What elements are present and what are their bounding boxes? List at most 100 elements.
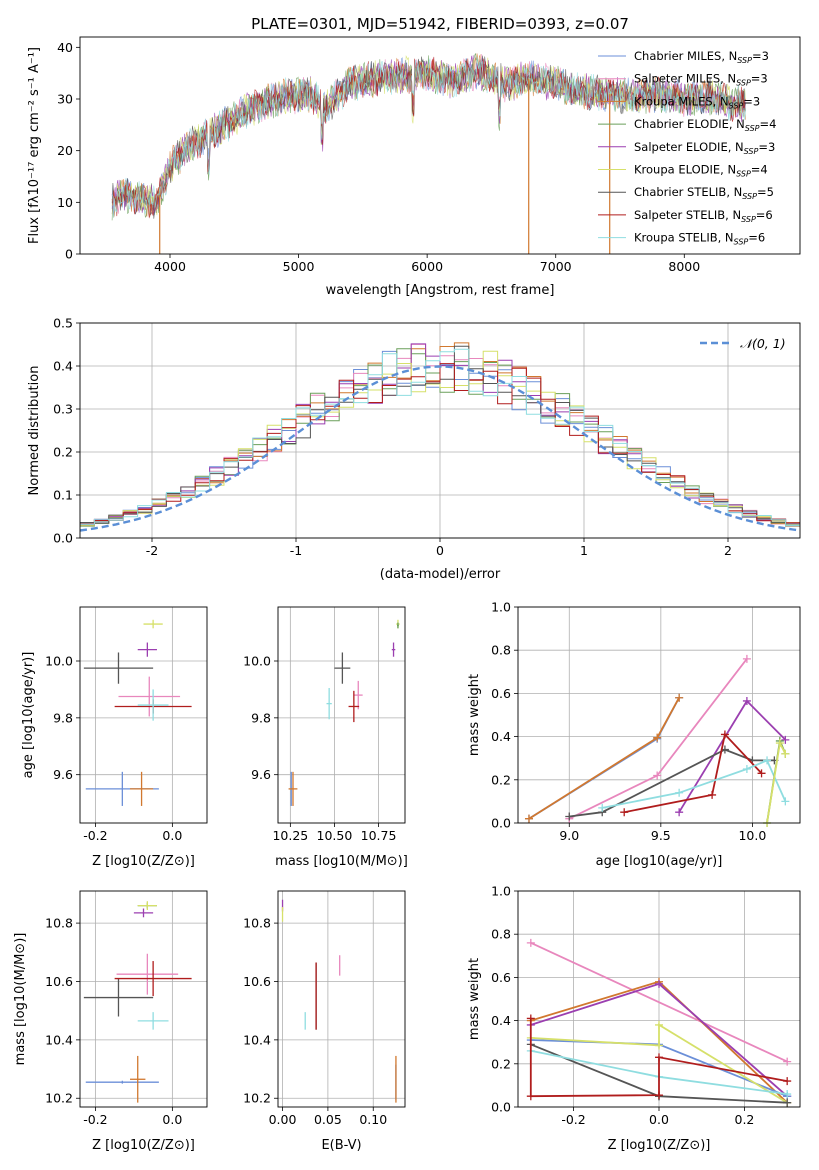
y-tick-label: 9.8: [251, 710, 271, 725]
x-tick-label: 9.5: [651, 828, 671, 843]
data-point: [288, 771, 298, 806]
legend-label: Chabrier STELIB, NSSP=5: [634, 185, 774, 201]
weight-marker: [653, 771, 662, 780]
data-point: [116, 953, 179, 995]
y-tick-label: 0.1: [53, 488, 73, 503]
legend-label: Kroupa MILES, NSSP=3: [634, 94, 760, 110]
weight-marker: [675, 808, 684, 817]
data-point: [334, 652, 351, 684]
weight-series: [526, 938, 792, 1066]
data-point: [114, 961, 192, 997]
histogram-step-line: [80, 350, 800, 526]
weight-line: [678, 699, 787, 813]
y-tick-label: 0.8: [491, 927, 511, 942]
x-tick-label: -1: [290, 543, 302, 558]
data-point: [137, 642, 157, 657]
data-point: [348, 690, 360, 723]
data-point: [143, 619, 163, 629]
axes-frame: [517, 606, 801, 824]
weight-marker: [757, 769, 766, 778]
y-tick-label: 9.6: [53, 767, 73, 782]
weight-marker: [526, 1092, 535, 1101]
weight-series: [524, 693, 684, 823]
weight-line: [569, 748, 775, 818]
y-tick-label: 0.6: [491, 970, 511, 985]
y-axis-label: Flux [fλ10⁻¹⁷ erg cm⁻² s⁻¹ A⁻¹]: [27, 47, 42, 244]
weight-marker: [675, 788, 684, 797]
x-axis-label: Z [log10(Z/Z⊙)]: [92, 1138, 195, 1153]
weight-marker: [526, 1014, 535, 1023]
weight-series: [598, 756, 790, 812]
mass-vs-metallicity-panel: -0.2 0.0 10.2 10.4 10.6 10.8 Z [log10(Z/Z⊙)] ma…: [13, 890, 208, 1153]
axes-frame: [79, 890, 208, 1108]
weight-series: [675, 696, 790, 817]
x-tick-label: 5000: [283, 259, 315, 274]
weight-marker: [742, 696, 751, 705]
weight-line: [602, 759, 787, 809]
x-axis-label: wavelength [Angstrom, rest frame]: [326, 283, 555, 298]
data-point: [137, 901, 157, 910]
weight-line: [528, 697, 680, 820]
legend-label: Salpeter ELODIE, NSSP=3: [634, 140, 775, 156]
mass-vs-extinction-panel: 0.00 0.05 0.10 10.2 10.4 10.6 10.8 E(B-V): [243, 890, 406, 1153]
weight-marker: [775, 739, 784, 748]
weight-marker: [655, 1020, 663, 1029]
y-tick-label: 0.8: [491, 643, 511, 658]
weight-marker: [526, 938, 535, 947]
weight-marker: [781, 797, 790, 806]
y-tick-label: 10.2: [243, 1091, 271, 1106]
x-tick-label: 10.25: [272, 828, 308, 843]
weight-marker: [565, 812, 574, 821]
y-tick-label: 0.0: [53, 531, 73, 546]
y-tick-label: 10.0: [45, 654, 73, 669]
data-point: [83, 978, 154, 1017]
legend-label: Salpeter STELIB, NSSP=6: [634, 208, 773, 224]
y-tick-label: 30: [57, 92, 73, 107]
y-tick-label: 10.6: [45, 974, 73, 989]
data-point: [353, 680, 363, 710]
x-tick-label: 0: [436, 543, 444, 558]
y-tick-label: 0.4: [491, 1013, 511, 1028]
histogram-step-line: [80, 363, 800, 526]
weight-marker: [783, 1090, 792, 1099]
x-tick-label: 10.0: [738, 828, 766, 843]
y-tick-label: 10.2: [45, 1091, 73, 1106]
y-axis-label: Normed distribution: [27, 366, 42, 496]
weight-marker: [763, 756, 772, 765]
axes-frame: [277, 606, 406, 824]
x-tick-label: 2: [724, 543, 732, 558]
axes-frame: [79, 606, 208, 824]
y-tick-label: 0.0: [491, 816, 511, 831]
residual-panel: -2 -1 0 1 2 0.0 0.1 0.2 0.3 0.4 0.5 (data-model)/er…: [27, 316, 801, 582]
y-tick-label: 0.5: [53, 316, 73, 331]
y-tick-label: 10.4: [243, 1032, 271, 1047]
x-tick-label: 0.0: [649, 1112, 669, 1127]
weight-series: [524, 693, 684, 823]
y-tick-label: 10.0: [243, 654, 271, 669]
x-axis-label: Z [log10(Z/Z⊙)]: [608, 1138, 711, 1153]
data-point: [137, 1012, 169, 1030]
weight-marker: [708, 790, 717, 799]
histogram-step-line: [80, 348, 800, 527]
y-tick-label: 9.6: [251, 767, 271, 782]
weight-line: [530, 1023, 788, 1104]
x-axis-label: (data-model)/error: [380, 567, 501, 582]
weight-marker: [783, 1057, 792, 1066]
weight-marker: [655, 1091, 663, 1100]
x-tick-label: 0.0: [162, 1112, 182, 1127]
x-tick-label: 9.0: [559, 828, 579, 843]
x-tick-label: -0.2: [83, 1112, 107, 1127]
data-point: [118, 676, 181, 717]
legend-label: Chabrier MILES, NSSP=3: [634, 49, 769, 65]
x-tick-label: 6000: [411, 259, 443, 274]
x-axis-label: E(B-V): [321, 1138, 361, 1153]
x-tick-label: 8000: [668, 259, 700, 274]
figure-title: PLATE=0301, MJD=51942, FIBERID=0393, z=0…: [251, 15, 629, 33]
x-tick-label: 0.2: [735, 1112, 755, 1127]
y-tick-label: 40: [57, 40, 73, 55]
y-tick-label: 10: [57, 195, 73, 210]
y-tick-label: 10.8: [45, 916, 73, 931]
legend-label: 𝒩(0, 1): [740, 336, 786, 351]
weight-series: [526, 1014, 792, 1101]
